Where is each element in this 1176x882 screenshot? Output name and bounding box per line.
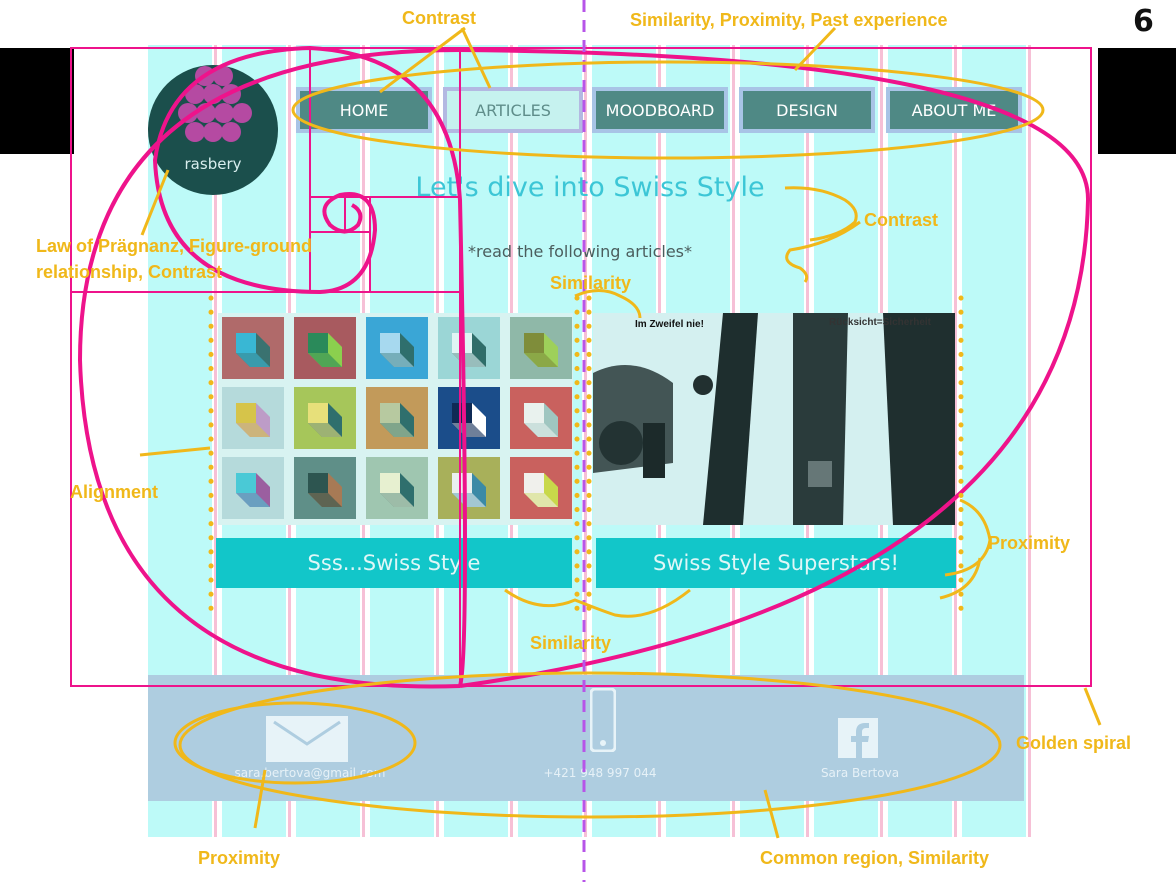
logo-text: rasbery: [184, 155, 242, 173]
annotation-golden-spiral: Golden spiral: [1016, 733, 1132, 753]
annotation-contrast-right: Contrast: [864, 210, 939, 230]
grid-gutter: [1028, 45, 1031, 837]
hero-headline: Let's dive into Swiss Style: [415, 172, 765, 203]
phone-icon[interactable]: [590, 688, 616, 752]
page-number: 6: [1133, 4, 1154, 39]
cube-tile: [222, 317, 284, 379]
poster-text-right: Rücksicht=Sicherheit: [829, 317, 932, 328]
footer-email[interactable]: sara.bertova@gmail.com: [234, 766, 386, 780]
cube-tile: [294, 387, 356, 449]
cube-tile: [294, 457, 356, 519]
nav-moodboard[interactable]: MOODBOARD: [592, 87, 728, 133]
cube-tile: [510, 317, 572, 379]
annotation-proximity-right: Proximity: [988, 533, 1071, 553]
raspberry-icon: [178, 66, 252, 142]
annotation-pragnanz-2: relationship, Contrast: [36, 262, 223, 282]
mail-icon[interactable]: [266, 716, 348, 762]
left-black-block: [0, 48, 74, 154]
hero-subline: *read the following articles*: [468, 242, 692, 261]
card-1-button[interactable]: Sss...Swiss Style: [216, 538, 572, 588]
annotation-common-region: Common region, Similarity: [760, 848, 990, 868]
card-2-image[interactable]: Im Zweifel nie! Rücksicht=Sicherheit: [593, 313, 955, 525]
cube-tile: [438, 387, 500, 449]
facebook-icon[interactable]: [838, 718, 878, 758]
cube-tile: [438, 317, 500, 379]
cube-tile: [366, 387, 428, 449]
right-black-block: [1098, 48, 1176, 154]
annotation-alignment: Alignment: [70, 482, 158, 502]
cube-tile: [222, 387, 284, 449]
nav-about-me[interactable]: ABOUT ME: [886, 87, 1022, 133]
cube-tile: [510, 387, 572, 449]
card-2-button[interactable]: Swiss Style Superstars!: [596, 538, 956, 588]
footer-facebook[interactable]: Sara Bertova: [820, 766, 900, 780]
cube-tile: [438, 457, 500, 519]
footer-phone[interactable]: +421 948 997 044: [543, 766, 657, 780]
poster-text-left: Im Zweifel nie!: [635, 319, 704, 330]
nav-home[interactable]: HOME: [296, 87, 432, 133]
logo[interactable]: rasbery: [148, 65, 278, 195]
annotation-proximity-bottom: Proximity: [198, 848, 281, 868]
nav-articles[interactable]: ARTICLES: [443, 87, 583, 133]
cube-tile: [366, 317, 428, 379]
cube-tile: [294, 317, 356, 379]
annotation-similarity-mid: Similarity: [550, 273, 632, 293]
annotation-contrast-top: Contrast: [402, 8, 477, 28]
annotation-pragnanz-1: Law of Prägnanz, Figure-ground: [36, 236, 312, 256]
cube-tile: [510, 457, 572, 519]
nav-design[interactable]: DESIGN: [739, 87, 875, 133]
poster-graphic: Im Zweifel nie! Rücksicht=Sicherheit: [593, 313, 955, 525]
annotation-similarity-bottom: Similarity: [530, 633, 612, 653]
cube-tile: [366, 457, 428, 519]
annotation-similarity-top: Similarity, Proximity, Past experience: [630, 10, 948, 30]
card-1-image[interactable]: [218, 313, 573, 525]
cube-tile: [222, 457, 284, 519]
